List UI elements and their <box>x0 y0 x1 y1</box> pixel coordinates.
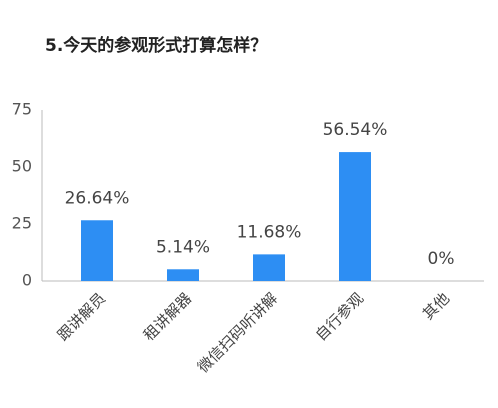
value-label: 26.64% <box>65 188 130 208</box>
y-tick-label: 25 <box>12 214 32 233</box>
x-tick-label: 租讲解器 <box>140 289 195 344</box>
x-tick-label: 其他 <box>419 289 453 323</box>
value-label: 56.54% <box>323 120 388 140</box>
value-label: 11.68% <box>237 222 302 242</box>
x-tick-label: 微信扫码听讲解 <box>194 289 281 376</box>
x-tick-label: 跟讲解员 <box>54 289 109 344</box>
y-tick-label: 75 <box>12 100 32 119</box>
bar <box>167 269 199 281</box>
value-label: 5.14% <box>156 237 210 257</box>
x-tick-label: 自行参观 <box>312 289 367 344</box>
chart-title: 5.今天的参观形式打算怎样？ <box>45 35 267 56</box>
y-tick-label: 0 <box>22 271 32 290</box>
value-label: 0% <box>428 249 455 269</box>
bar <box>339 152 371 281</box>
y-tick-label: 50 <box>12 157 32 176</box>
bar <box>81 220 113 281</box>
bar <box>253 254 285 281</box>
